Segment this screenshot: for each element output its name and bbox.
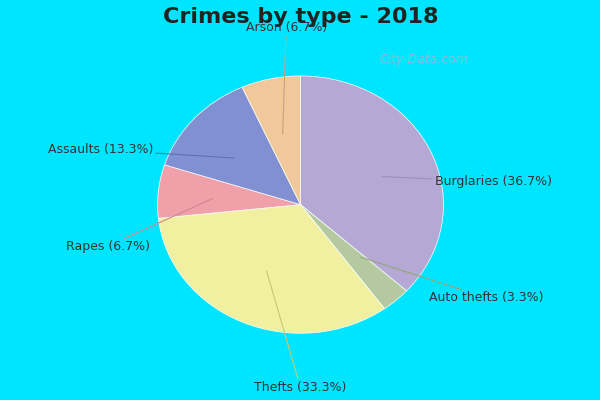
Wedge shape [158,165,301,218]
Text: City-Data.com: City-Data.com [380,54,469,66]
Text: Burglaries (36.7%): Burglaries (36.7%) [382,175,552,188]
Text: Rapes (6.7%): Rapes (6.7%) [65,198,212,253]
Wedge shape [164,87,301,204]
Wedge shape [301,204,407,309]
Text: Assaults (13.3%): Assaults (13.3%) [47,143,234,158]
Wedge shape [242,76,301,204]
Title: Crimes by type - 2018: Crimes by type - 2018 [163,7,438,27]
Text: Auto thefts (3.3%): Auto thefts (3.3%) [361,257,544,304]
Text: Thefts (33.3%): Thefts (33.3%) [254,271,347,394]
Wedge shape [158,204,385,333]
Wedge shape [301,76,443,291]
Text: Arson (6.7%): Arson (6.7%) [245,21,327,134]
